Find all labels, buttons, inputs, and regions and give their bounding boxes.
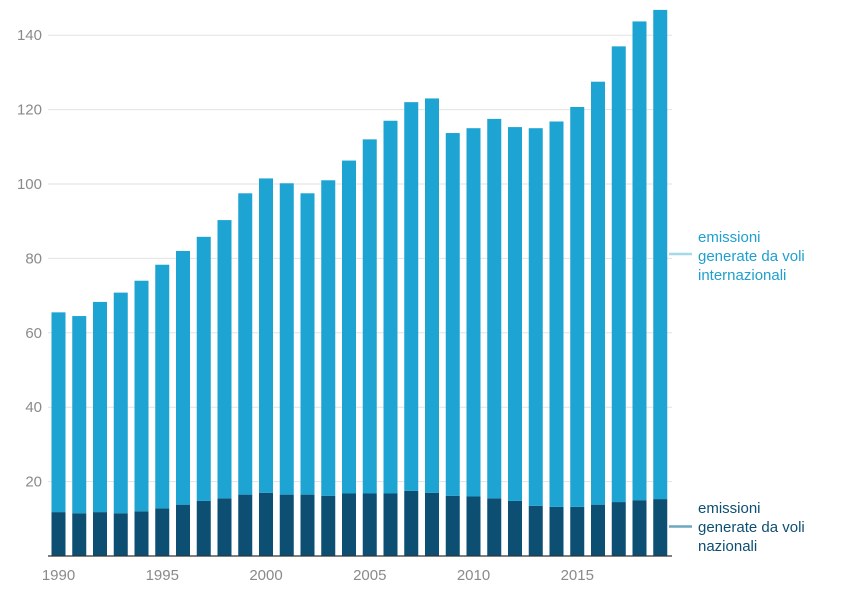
bar-segment-domestic	[259, 492, 273, 556]
bar-segment-international	[93, 301, 107, 513]
legend-dom-line-1: emissioni	[698, 500, 761, 517]
bar-segment-domestic	[342, 493, 356, 556]
bar-segment-international	[72, 316, 87, 514]
bar-segment-international	[321, 180, 336, 496]
bar-segment-international	[549, 121, 564, 507]
y-tick-label: 80	[25, 250, 42, 267]
bar-segment-domestic	[51, 512, 66, 556]
bar-segment-international	[570, 106, 585, 507]
bar-segment-international	[155, 264, 170, 509]
bar-segment-international	[217, 220, 232, 499]
legend-dom-line-3: nazionali	[698, 538, 758, 555]
x-tick-label: 1995	[146, 567, 179, 584]
x-tick-label: 2005	[353, 567, 386, 584]
bar-segment-domestic	[383, 493, 398, 556]
bar-segment-international	[238, 193, 253, 495]
bar-segment-domestic	[300, 494, 315, 556]
y-tick-label: 120	[17, 102, 42, 119]
legend-intl-line-1: emissioni	[698, 229, 761, 246]
bar-segment-domestic	[176, 504, 190, 556]
bar-segment-domestic	[549, 506, 564, 556]
bar-segment-domestic	[653, 499, 668, 556]
x-tick-labels: 1990 1995 2000 2005 2010 2015	[42, 567, 594, 584]
bar-segment-domestic	[155, 508, 170, 556]
bar-segment-international	[611, 46, 626, 503]
legend-intl-line-3: internazionali	[698, 267, 787, 284]
y-tick-label: 140	[17, 27, 42, 44]
bar-segment-international	[362, 139, 377, 494]
bar-segment-domestic	[508, 500, 522, 556]
bar-segment-international	[425, 98, 439, 493]
y-tick-label: 20	[25, 474, 42, 491]
gridlines	[48, 34, 672, 483]
y-tick-label: 60	[25, 325, 42, 342]
bar-segment-domestic	[404, 490, 419, 556]
bar-segment-domestic	[611, 502, 626, 556]
bar-segment-international	[487, 118, 502, 499]
bar-segment-international	[632, 21, 647, 501]
y-tick-label: 100	[17, 176, 42, 193]
y-tick-labels: 20 40 60 80 100 120 140	[17, 27, 42, 490]
x-tick-label: 2015	[561, 567, 594, 584]
legend-dom-line-2: generate da voli	[698, 519, 805, 536]
bar-segment-international	[591, 81, 605, 505]
bar-segment-domestic	[591, 504, 605, 556]
bar-segment-domestic	[113, 513, 128, 556]
bar-segment-domestic	[72, 513, 87, 556]
y-tick-label: 40	[25, 399, 42, 416]
bar-segment-international	[51, 312, 66, 513]
x-tick-label: 1990	[42, 567, 75, 584]
bar-segment-domestic	[570, 506, 585, 556]
bar-segment-international	[279, 183, 294, 495]
bar-segment-international	[300, 193, 315, 495]
bar-segment-international	[383, 120, 398, 494]
bar-segment-international	[653, 9, 668, 500]
bar-segment-international	[528, 128, 543, 506]
bar-segment-domestic	[362, 493, 377, 556]
bar-segment-domestic	[238, 494, 253, 556]
bar-segment-international	[113, 292, 128, 514]
x-tick-label: 2000	[249, 567, 282, 584]
bar-segment-domestic	[134, 511, 149, 556]
x-tick-label: 2010	[457, 567, 490, 584]
bar-segment-domestic	[217, 498, 232, 556]
bar-segment-international	[259, 178, 273, 493]
bar-segment-domestic	[196, 500, 211, 556]
bar-segment-domestic	[279, 494, 294, 556]
bar-segment-international	[176, 250, 190, 505]
bar-segment-domestic	[445, 495, 460, 556]
bar-segment-domestic	[93, 512, 107, 556]
bar-segment-international	[508, 127, 522, 501]
bar-segment-international	[445, 133, 460, 496]
bar-segment-domestic	[487, 498, 502, 556]
legend-intl-line-2: generate da voli	[698, 248, 805, 265]
bar-segment-international	[404, 102, 419, 491]
legend-domestic-flights: emissioni generate da voli nazionali	[698, 499, 805, 556]
bars	[51, 9, 668, 556]
bar-segment-international	[342, 160, 356, 494]
bar-segment-domestic	[321, 495, 336, 556]
bar-segment-domestic	[528, 505, 543, 556]
legend-connectors	[669, 252, 692, 528]
legend-international-flights: emissioni generate da voli internazional…	[698, 228, 805, 285]
bar-segment-international	[134, 280, 149, 512]
bar-segment-domestic	[632, 500, 647, 556]
bar-segment-international	[466, 128, 481, 497]
bar-segment-domestic	[466, 496, 481, 556]
bar-segment-international	[196, 236, 211, 501]
bar-segment-domestic	[425, 492, 439, 556]
